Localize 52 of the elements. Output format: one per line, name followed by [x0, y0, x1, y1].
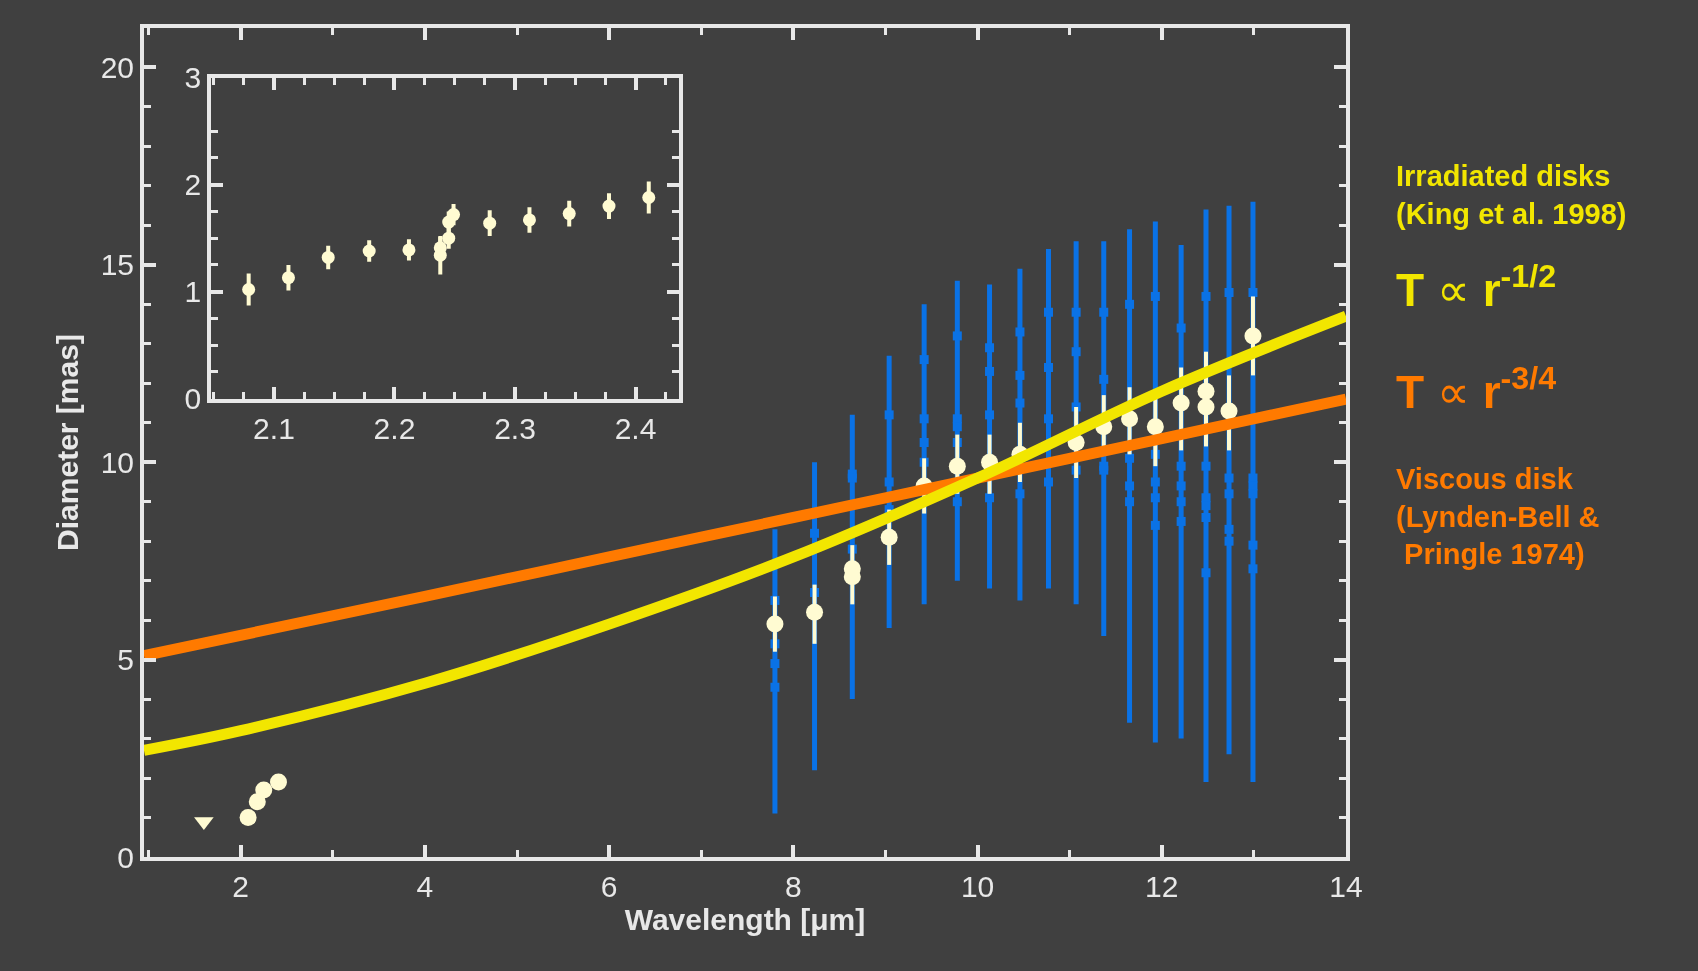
- y-tick-label: 5: [117, 643, 134, 677]
- y-axis-title: Diameter [mas]: [51, 334, 85, 551]
- x-tick-label: 10: [960, 870, 995, 903]
- y-tick-label: 1: [184, 275, 202, 309]
- point: [522, 213, 536, 227]
- x-tick-label: 2.4: [614, 411, 657, 445]
- point: [442, 231, 456, 245]
- point: [362, 244, 376, 258]
- point: [1146, 418, 1164, 436]
- y-tick-label: 3: [184, 61, 202, 95]
- x-tick-label: 6: [600, 870, 618, 903]
- series-label: T ∝ r$^{-1/2}$: [1396, 258, 1557, 317]
- point: [239, 809, 257, 827]
- point: [948, 457, 966, 475]
- point: [806, 603, 824, 621]
- point: [483, 216, 497, 230]
- point: [766, 615, 784, 633]
- x-tick-label: 2: [232, 870, 250, 903]
- point: [1220, 402, 1238, 420]
- point: [1244, 327, 1262, 345]
- x-tick-label: 2.3: [494, 411, 536, 445]
- x-tick-label: 8: [785, 870, 802, 903]
- point: [269, 773, 287, 791]
- y-tick-label: 15: [100, 248, 134, 282]
- series-label: T ∝ r$^{-3/4}$: [1396, 360, 1557, 419]
- point: [321, 250, 335, 264]
- y-tick-label: 0: [184, 382, 202, 416]
- point: [880, 528, 898, 546]
- text: Irradiated disks (King et al. 1998): [1396, 160, 1627, 230]
- point: [447, 208, 461, 222]
- x-tick-label: 4: [416, 870, 434, 903]
- point: [242, 282, 256, 296]
- point: [642, 191, 656, 204]
- y-tick-label: 0: [117, 840, 134, 874]
- point: [1121, 410, 1139, 428]
- x-tick-label: 14: [1329, 870, 1363, 903]
- point: [562, 207, 576, 221]
- point: [255, 781, 273, 799]
- y-tick-label: 20: [100, 50, 134, 84]
- y-tick-label: 10: [100, 445, 134, 479]
- point: [281, 271, 295, 285]
- x-axis-title: Wavelength [μm]: [624, 903, 866, 936]
- text: Viscous disk (Lynden-Bell & Pringle 1974): [1396, 463, 1600, 571]
- point: [1172, 394, 1190, 412]
- point: [602, 199, 616, 213]
- x-tick-label: 12: [1145, 870, 1179, 903]
- point: [402, 243, 416, 257]
- x-tick-label: 2.2: [373, 411, 416, 445]
- y-tick-label: 2: [184, 168, 202, 202]
- point: [1197, 398, 1215, 416]
- point: [1197, 382, 1215, 400]
- x-tick-label: 2.1: [253, 411, 295, 445]
